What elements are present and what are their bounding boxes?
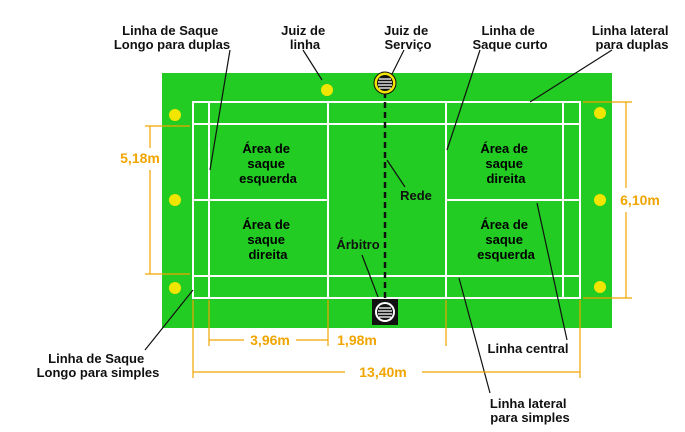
label-long-service-doubles: Linha de Saque Longo para duplas xyxy=(114,23,230,52)
label-short-service: Linha de Saque curto xyxy=(472,23,547,52)
label-service-judge: Juiz de Serviço xyxy=(384,23,432,52)
net-label: Rede xyxy=(400,188,432,203)
line-judge-marker xyxy=(169,194,181,206)
leader-net xyxy=(386,159,406,188)
label-center-line: Linha central xyxy=(488,341,569,356)
zone-right-bottom: Área de saque esquerda xyxy=(477,217,536,262)
zone-right-top: Área de saque direita xyxy=(480,141,531,186)
leader-center-line xyxy=(536,202,568,341)
leader-umpire xyxy=(361,254,379,298)
dim-singles-width: 5,18m xyxy=(120,150,160,166)
line-judge-marker xyxy=(169,109,181,121)
dim-short-service: 1,98m xyxy=(337,332,377,348)
line-judge-marker xyxy=(321,84,333,96)
label-side-doubles: Linha lateral para duplas xyxy=(592,23,672,52)
leader-long-service-singles xyxy=(144,289,194,351)
service-judge-seat-icon xyxy=(373,71,397,95)
label-side-singles: Linha lateral para simples xyxy=(490,396,570,425)
line-judge-marker xyxy=(594,281,606,293)
umpire-seat-icon xyxy=(372,299,398,325)
zone-left-top: Área de saque esquerda xyxy=(239,141,298,186)
zone-left-bottom: Área de saque direita xyxy=(242,217,293,262)
leader-line-judge xyxy=(302,49,323,81)
dim-doubles-width: 6,10m xyxy=(620,192,660,208)
dim-court-length: 13,40m xyxy=(359,364,406,380)
leader-service-judge xyxy=(391,49,405,75)
court-lines xyxy=(192,101,581,299)
leader-side-singles xyxy=(458,277,491,394)
dim-service-depth: 3,96m xyxy=(250,332,290,348)
line-judge-marker xyxy=(169,282,181,294)
umpire-label: Árbitro xyxy=(336,237,379,252)
leader-side-doubles xyxy=(529,49,613,103)
line-judges xyxy=(169,84,606,294)
leader-lines xyxy=(144,49,613,394)
label-line-judge: Juiz de linha xyxy=(281,23,329,52)
line-judge-marker xyxy=(594,107,606,119)
leader-long-service-doubles xyxy=(209,49,231,171)
leader-short-service xyxy=(446,49,481,151)
label-long-service-singles: Linha de Saque Longo para simples xyxy=(37,351,160,380)
line-judge-marker xyxy=(594,194,606,206)
dimension-lines xyxy=(145,101,632,378)
